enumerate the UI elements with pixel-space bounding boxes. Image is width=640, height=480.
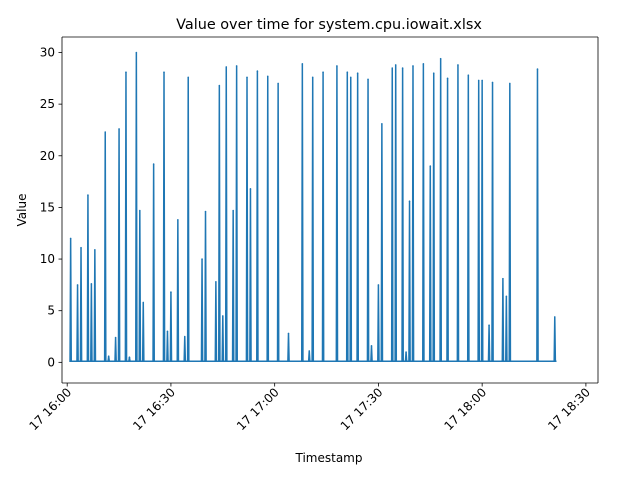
data-point [367,78,369,81]
data-point [488,324,490,326]
y-tick-label: 30 [40,45,55,59]
data-point [249,188,252,190]
data-point [349,76,352,79]
data-point [204,210,207,213]
data-point [142,301,145,304]
data-point [346,71,349,73]
y-tick-label: 0 [47,355,55,369]
data-point [187,76,190,79]
data-point [107,355,110,357]
data-point [509,82,511,85]
y-tick-label: 15 [40,200,55,214]
data-point [336,65,338,67]
data-point [536,68,539,70]
data-point [170,291,172,293]
data-point [477,79,480,82]
data-point [225,66,228,68]
data-point [422,63,425,65]
data-point [139,209,141,212]
y-tick-label: 20 [40,149,55,163]
data-point [429,165,432,167]
data-point [152,163,155,165]
data-point [457,64,459,66]
data-point [128,356,131,358]
data-point [125,71,127,73]
data-point [505,295,508,298]
data-point [446,77,449,80]
data-point [432,72,435,74]
data-point [87,194,89,196]
data-point [322,71,324,73]
chart-title: Value over time for system.cpu.iowait.xl… [176,17,482,33]
data-point [370,345,373,347]
data-point [166,330,169,333]
data-point [246,76,248,79]
data-point [412,65,414,67]
data-point [235,65,238,67]
y-tick-label: 10 [40,252,55,266]
y-tick-label: 5 [47,304,55,318]
data-point [391,67,394,69]
data-point [94,248,96,251]
data-point [277,82,279,85]
data-point [163,71,165,73]
y-tick-label: 25 [40,97,55,111]
data-point [491,81,494,84]
data-point [218,84,221,87]
data-point [401,67,404,69]
data-point [381,122,383,125]
data-point [104,131,107,133]
data-point [80,246,82,249]
data-point [356,72,359,74]
data-point [408,200,411,203]
data-point [311,76,314,79]
data-point [114,336,117,339]
data-point [201,258,203,260]
data-point [232,209,234,212]
data-point [301,63,304,65]
data-point [553,316,556,318]
data-point [69,237,72,240]
data-point [308,350,311,352]
data-point [287,332,290,335]
x-axis-label: Timestamp [295,451,363,465]
data-point [502,277,504,280]
data-point [76,284,79,286]
data-point [215,280,217,283]
data-point [183,335,186,338]
data-point [90,283,93,285]
data-point [135,51,138,54]
data-point [377,284,380,286]
data-point [467,74,470,77]
data-point [177,219,179,221]
data-point [405,351,407,353]
data-point [118,128,120,130]
data-point [266,75,269,78]
data-point [439,57,442,60]
data-point [256,70,259,72]
data-point [481,79,483,82]
data-point [222,315,224,317]
data-point [394,64,397,66]
y-axis-label: Value [15,194,29,227]
